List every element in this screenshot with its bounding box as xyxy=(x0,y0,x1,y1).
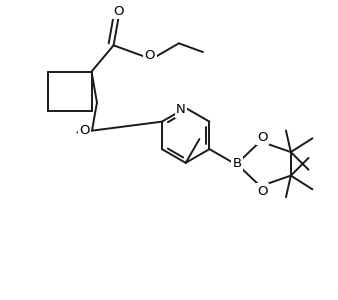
Text: B: B xyxy=(232,157,241,170)
Text: O: O xyxy=(145,49,155,62)
Text: O: O xyxy=(257,185,268,198)
Text: O: O xyxy=(113,4,124,17)
Text: N: N xyxy=(176,103,186,116)
Text: O: O xyxy=(79,124,90,137)
Text: O: O xyxy=(257,131,268,144)
